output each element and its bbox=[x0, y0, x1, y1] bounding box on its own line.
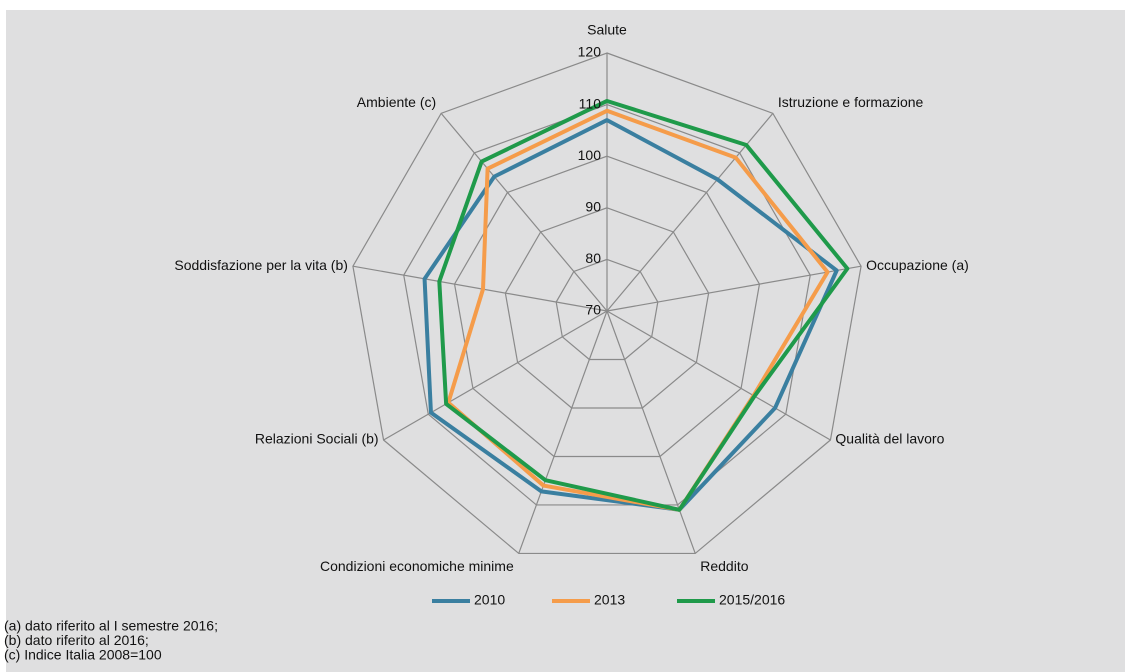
category-label: Ambiente (c) bbox=[357, 94, 436, 110]
footnote: (b) dato riferito al 2016; bbox=[4, 632, 149, 648]
grid-spoke bbox=[606, 310, 696, 554]
category-label: Reddito bbox=[700, 558, 748, 574]
grid-spoke bbox=[518, 310, 608, 554]
grid-ring bbox=[352, 52, 862, 555]
chart-background bbox=[6, 10, 1125, 672]
r-tick-label: 100 bbox=[578, 147, 602, 163]
legend-label: 2015/2016 bbox=[719, 592, 785, 608]
series-line bbox=[437, 98, 850, 512]
grid-spoke bbox=[606, 310, 831, 441]
grid-ring bbox=[453, 155, 761, 458]
grid-ring bbox=[403, 103, 811, 506]
footnote: (a) dato riferito al I semestre 2016; bbox=[4, 618, 218, 634]
grid-spoke bbox=[352, 265, 608, 312]
category-label: Relazioni Sociali (b) bbox=[255, 431, 379, 447]
grid-ring bbox=[504, 207, 710, 409]
legend-label: 2010 bbox=[474, 592, 505, 608]
category-label: Soddisfazione per la vita (b) bbox=[174, 257, 348, 273]
category-label: Condizioni economiche minime bbox=[320, 558, 514, 574]
grid-spoke bbox=[606, 265, 862, 312]
r-tick-label: 80 bbox=[585, 250, 601, 266]
series-line bbox=[446, 108, 830, 512]
grid-ring bbox=[555, 258, 659, 361]
r-tick-label: 70 bbox=[585, 302, 601, 318]
category-label: Salute bbox=[587, 22, 627, 38]
footnote: (c) Indice Italia 2008=100 bbox=[4, 647, 162, 663]
grid-spoke bbox=[440, 112, 608, 312]
r-tick-label: 120 bbox=[578, 44, 602, 60]
r-tick-label: 110 bbox=[579, 95, 602, 111]
legend-label: 2013 bbox=[594, 592, 625, 608]
r-tick-label: 90 bbox=[585, 199, 601, 215]
category-label: Qualità del lavoro bbox=[835, 431, 944, 447]
grid-spoke bbox=[383, 310, 608, 441]
category-label: Occupazione (a) bbox=[866, 257, 969, 273]
category-label: Istruzione e formazione bbox=[778, 94, 924, 110]
